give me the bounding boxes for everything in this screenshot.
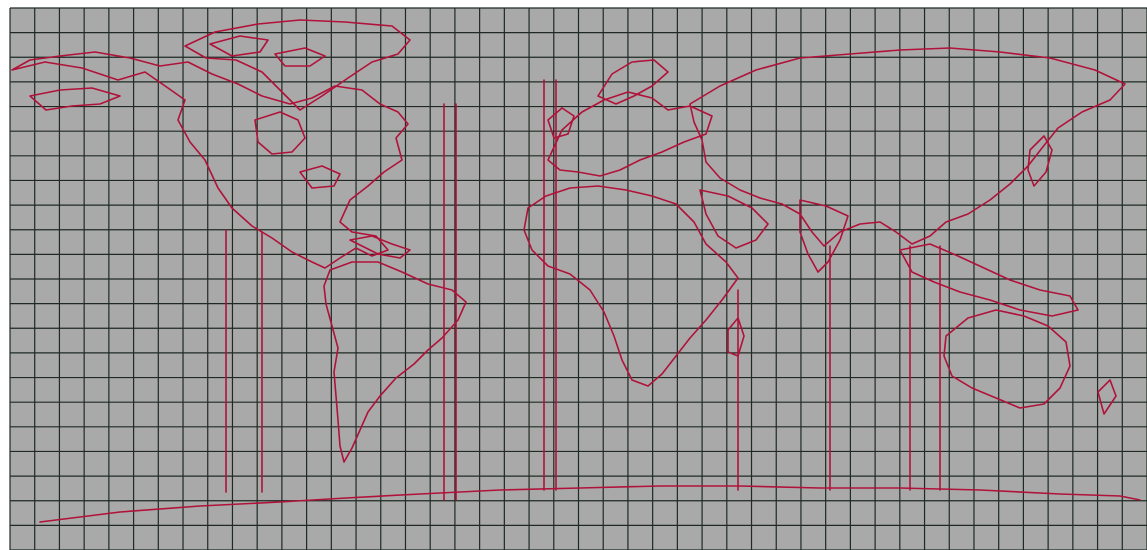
japan-outline xyxy=(1027,135,1053,187)
africa-outline xyxy=(523,185,739,387)
europe-outline xyxy=(547,91,713,177)
hudson-bay-outline xyxy=(254,111,306,155)
coastlines xyxy=(11,19,1141,523)
caribbean-outline xyxy=(349,235,411,259)
south-america-outline xyxy=(323,261,467,463)
india-outline xyxy=(799,199,849,273)
great-lakes-outline xyxy=(299,165,341,189)
british-isles-outline xyxy=(547,107,575,139)
asia-outline xyxy=(689,47,1126,247)
map-grid xyxy=(9,7,1147,550)
meridian-lines xyxy=(225,79,941,501)
southeast-asia-islands-outline xyxy=(899,243,1079,317)
new-zealand-outline xyxy=(1097,379,1117,415)
antarctica-outline xyxy=(39,485,1141,523)
madagascar-outline xyxy=(727,317,745,357)
scandinavia-outline xyxy=(597,59,669,105)
australia-outline xyxy=(943,309,1071,409)
alaska-outline xyxy=(29,87,121,111)
greenland-outline xyxy=(184,19,411,111)
north-america-outline xyxy=(11,51,409,269)
arctic-islands-outline xyxy=(209,35,326,67)
arabia-outline xyxy=(699,189,769,249)
